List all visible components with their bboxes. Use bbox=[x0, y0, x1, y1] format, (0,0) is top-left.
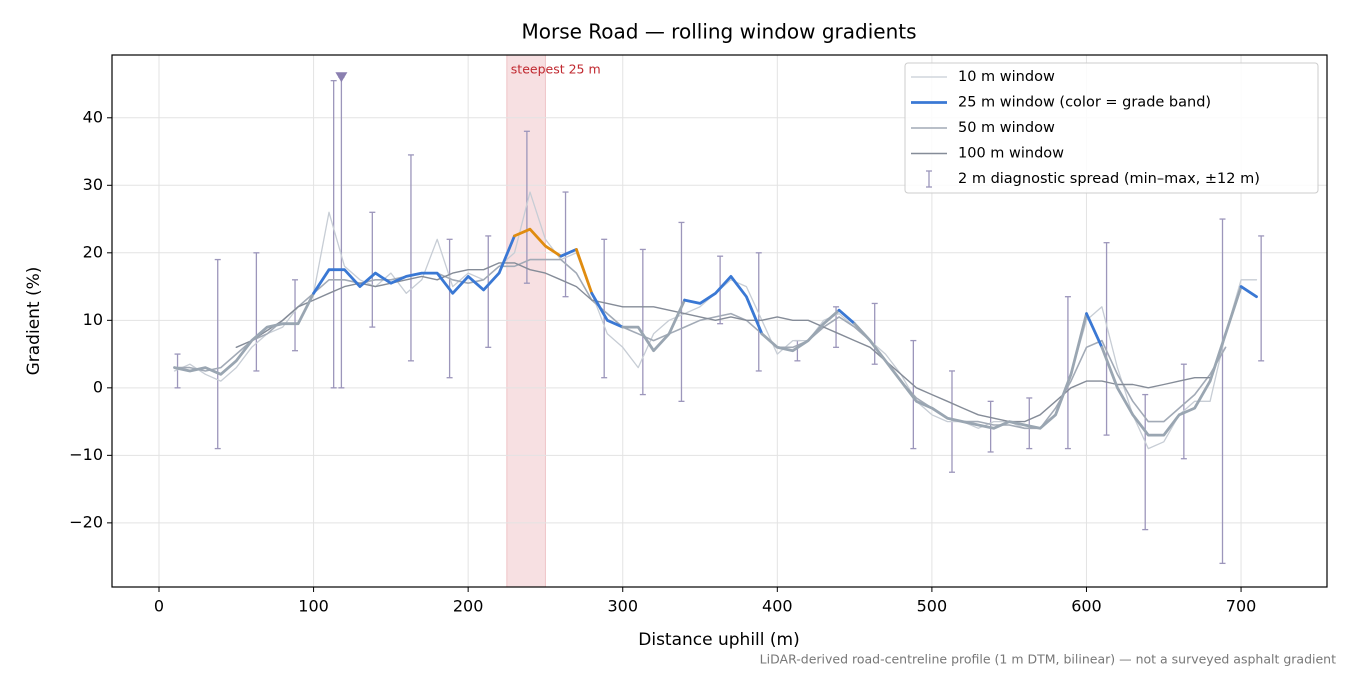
error-bar bbox=[601, 238, 608, 379]
y-axis-label: Gradient (%) bbox=[24, 267, 44, 376]
x-tick-label: 100 bbox=[298, 597, 329, 616]
error-bar bbox=[1258, 235, 1265, 362]
x-axis-label: Distance uphill (m) bbox=[638, 630, 799, 650]
peak-marker bbox=[335, 72, 348, 83]
series-line bbox=[853, 312, 1088, 430]
y-tick-label: 40 bbox=[83, 107, 103, 126]
error-bar bbox=[639, 248, 646, 396]
series-line bbox=[621, 298, 686, 353]
legend-label: 50 m window bbox=[958, 120, 1055, 136]
series-line bbox=[235, 262, 1211, 423]
series-line bbox=[1239, 285, 1258, 299]
error-bar bbox=[338, 76, 345, 389]
series-line bbox=[173, 291, 315, 376]
series-line bbox=[590, 291, 625, 329]
error-bar bbox=[369, 211, 376, 328]
error-bar bbox=[253, 252, 260, 372]
x-tick-label: 200 bbox=[453, 597, 484, 616]
error-bar bbox=[1219, 218, 1226, 565]
legend-label: 25 m window (color = grade band) bbox=[958, 95, 1211, 111]
series-line bbox=[559, 248, 578, 258]
legend-label: 2 m diagnostic spread (min–max, ±12 m) bbox=[958, 171, 1260, 187]
series-line bbox=[173, 258, 1227, 430]
x-tick-label: 700 bbox=[1226, 597, 1257, 616]
legend-label: 100 m window bbox=[958, 146, 1064, 162]
error-bar bbox=[446, 238, 453, 379]
error-bar bbox=[1026, 397, 1033, 450]
y-tick-label: 0 bbox=[93, 377, 103, 396]
error-bar bbox=[755, 252, 762, 372]
y-tick-label: 20 bbox=[83, 242, 103, 261]
error-bar bbox=[523, 130, 530, 284]
y-tick-label: −20 bbox=[69, 512, 103, 531]
error-bar bbox=[485, 235, 492, 348]
series-line bbox=[513, 227, 563, 258]
error-bar bbox=[1064, 296, 1071, 450]
y-tick-label: 10 bbox=[83, 310, 103, 329]
error-bar bbox=[292, 279, 299, 352]
legend: 10 m window 25 m window (color = grade ba… bbox=[904, 62, 1319, 194]
series-line bbox=[575, 248, 594, 295]
error-bar bbox=[214, 258, 221, 450]
series-line bbox=[837, 308, 856, 326]
series-line bbox=[683, 275, 764, 336]
legend-swatch bbox=[926, 170, 932, 188]
footnote: LiDAR-derived road-centreline profile (1… bbox=[760, 652, 1336, 667]
plot-frame bbox=[111, 54, 1328, 588]
error-bar bbox=[871, 302, 878, 365]
error-bar bbox=[174, 353, 181, 389]
y-tick-label: 30 bbox=[83, 175, 103, 194]
error-bar bbox=[1103, 242, 1110, 436]
error-bar bbox=[330, 80, 337, 389]
series-line bbox=[312, 234, 516, 295]
span-label: steepest 25 m bbox=[511, 62, 601, 77]
chart-title: Morse Road — rolling window gradients bbox=[521, 20, 916, 44]
error-bar bbox=[678, 221, 685, 402]
series-line bbox=[1100, 285, 1243, 437]
highlight-span bbox=[506, 54, 546, 588]
y-tick-label: −10 bbox=[69, 445, 103, 464]
error-bar bbox=[562, 191, 569, 298]
series-line bbox=[1085, 312, 1104, 349]
x-tick-label: 500 bbox=[917, 597, 948, 616]
x-tick-label: 300 bbox=[607, 597, 638, 616]
x-tick-label: 0 bbox=[154, 597, 164, 616]
error-bar bbox=[407, 154, 414, 362]
x-tick-label: 600 bbox=[1071, 597, 1102, 616]
legend-box bbox=[904, 62, 1319, 194]
legend-label: 10 m window bbox=[958, 69, 1055, 85]
series-line bbox=[760, 308, 841, 353]
x-tick-label: 400 bbox=[762, 597, 793, 616]
